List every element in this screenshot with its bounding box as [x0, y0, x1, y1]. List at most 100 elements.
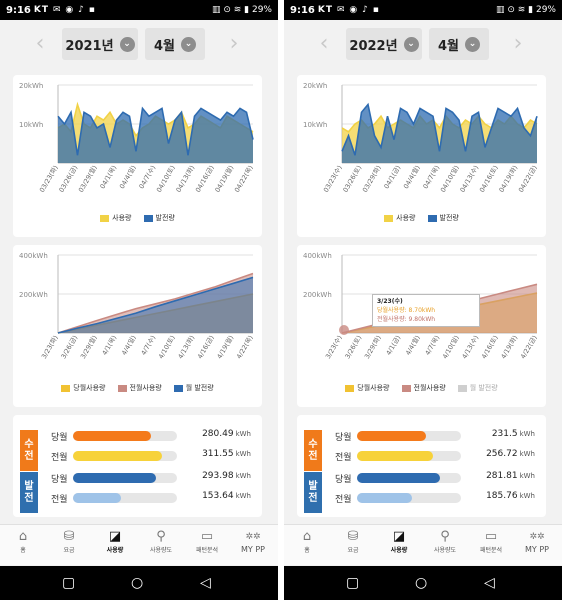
progress-fill	[357, 451, 433, 461]
cumulative-chart-legend: 당월사용량 전월사용량 월 발전량	[297, 383, 546, 393]
tab-home[interactable]: ⌂ 홈	[284, 529, 330, 554]
summary-row: 당월 293.98 kWh	[13, 468, 262, 488]
month-select[interactable]: 4월 ⌄	[429, 28, 489, 60]
tab-label: 패턴분석	[195, 547, 219, 554]
value-unit: kWh	[519, 430, 535, 438]
home-icon: ⌂	[302, 529, 312, 544]
phone-screen-2021: 9:16 KT ✉ ◉ ♪ ▪ ▥ ⊙ ≋ ▮ 29% ‹ 2021년 ⌄ 4월…	[0, 0, 278, 600]
legend-item-generation[interactable]: 월 발전량	[173, 383, 214, 393]
x-tick-label: 4/1(금)	[385, 334, 403, 357]
summary-row: 전월 153.64 kWh	[13, 488, 262, 508]
tab-home[interactable]: ⌂ 홈	[0, 529, 46, 554]
x-tick-label: 4/4(월)	[403, 334, 422, 357]
notification-icons: ✉ ◉ ♪ ▪	[337, 5, 380, 15]
x-tick-label: 4/10(일)	[440, 334, 461, 361]
legend-item-this-month[interactable]: 당월사용량	[61, 383, 106, 393]
prev-period-button[interactable]: ‹	[35, 31, 45, 56]
chevron-down-icon: ⌄	[119, 36, 135, 52]
progress-track	[357, 493, 461, 503]
home-icon: ⌂	[18, 529, 28, 544]
progress-track	[73, 493, 177, 503]
x-tick-label: 4/19(월)	[215, 334, 236, 361]
back-triangle-icon[interactable]: ◁	[200, 575, 211, 591]
chevron-down-icon: ⌄	[465, 36, 480, 52]
battery-status: ▥ ⊙ ≋ ▮ 29%	[496, 5, 556, 15]
legend-item-generation[interactable]: 월 발전량	[457, 383, 498, 393]
x-tick-label: 04/10(토)	[155, 164, 177, 194]
tab-mypp[interactable]: ✲✲ MY PP	[514, 529, 560, 554]
badge-char: 발	[24, 480, 34, 492]
legend-item-last-month[interactable]: 전월사용량	[401, 383, 446, 393]
year-select[interactable]: 2022년 ⌄	[346, 28, 422, 60]
legend-item-this-month[interactable]: 당월사용량	[345, 383, 390, 393]
x-tick-label: 4/22(목)	[235, 334, 255, 360]
tab-usage[interactable]: ◪ 사용량	[376, 529, 422, 554]
next-period-button[interactable]: ›	[229, 31, 239, 56]
series-area	[58, 108, 253, 163]
bottom-tab-bar: ⌂ 홈 ⛁ 요금 ◪ 사용량 ⚲ 사용량도 ▭ 패턴분석 ✲✲ MY PP	[284, 524, 562, 565]
legend-item-usage[interactable]: 사용량	[100, 213, 132, 223]
value-unit: kWh	[235, 472, 251, 480]
legend-item-last-month[interactable]: 전월사용량	[117, 383, 162, 393]
badge-char: 전	[308, 450, 318, 462]
value-number: 311.55	[202, 449, 234, 459]
x-tick-label: 4/7(목)	[424, 334, 442, 357]
x-tick-label: 4/1(목)	[101, 334, 119, 357]
home-circle-icon[interactable]: ○	[415, 575, 428, 591]
recent-apps-icon[interactable]: ▢	[346, 575, 360, 591]
series-line	[341, 102, 538, 156]
value-number: 185.76	[486, 491, 518, 501]
value-unit: kWh	[519, 450, 535, 458]
y-tick-label: 200kWh	[303, 291, 332, 299]
legend-label: 당월사용량	[73, 384, 106, 392]
cumulative-chart-card: 400kWh 200kWh 3/23(수) 3/26(토) 3/29(화) 4/1(금) 4…	[297, 245, 546, 407]
row-label: 당월	[335, 433, 352, 443]
progress-fill	[73, 473, 157, 483]
daily-usage-chart-card: 20kWh 10kWh 03/23(화) 03/26(금) 03/29(월) 04/1(목…	[13, 75, 262, 237]
x-tick-label: 04/7(수)	[137, 164, 157, 190]
tab-plant[interactable]: ⚲ 사용량도	[138, 529, 184, 554]
x-tick-label: 03/26(금)	[57, 164, 79, 194]
x-tick-label: 03/23(수)	[322, 164, 344, 194]
prev-period-button[interactable]: ‹	[319, 31, 329, 56]
x-tick-label: 4/16(금)	[196, 334, 216, 360]
tab-billing[interactable]: ⛁ 요금	[46, 529, 92, 554]
value-unit: kWh	[519, 492, 535, 500]
cumulative-chart-card: 400kWh 200kWh 3/23(화) 3/26(금) 3/29(월) 4/1(목) 4…	[13, 245, 262, 407]
value-number: 281.81	[486, 471, 518, 481]
back-triangle-icon[interactable]: ◁	[484, 575, 495, 591]
month-select[interactable]: 4월 ⌄	[145, 28, 205, 60]
year-value: 2022년	[349, 38, 398, 54]
x-tick-label: 04/16(토)	[478, 164, 500, 194]
next-period-button[interactable]: ›	[513, 31, 523, 56]
row-label: 전월	[51, 495, 68, 505]
legend-item-generation[interactable]: 발전량	[143, 213, 175, 223]
phone-screen-2022: 9:16 KT ✉ ◉ ♪ ▪ ▥ ⊙ ≋ ▮ 29% ‹ 2022년 ⌄ 4월…	[284, 0, 562, 600]
x-tick-label: 04/19(화)	[497, 164, 519, 194]
tab-billing[interactable]: ⛁ 요금	[330, 529, 376, 554]
tab-pattern[interactable]: ▭ 패턴분석	[184, 529, 230, 554]
plant-icon: ⚲	[156, 529, 166, 544]
status-bar: 9:16 KT ✉ ◉ ♪ ▪ ▥ ⊙ ≋ ▮ 29%	[284, 0, 562, 20]
x-tick-label: 4/19(화)	[499, 334, 519, 360]
bottom-tab-bar: ⌂ 홈 ⛁ 요금 ◪ 사용량 ⚲ 사용량도 ▭ 패턴분석 ✲✲ MY PP	[0, 524, 278, 565]
x-tick-label: 04/19(월)	[213, 164, 236, 194]
tab-usage[interactable]: ◪ 사용량	[92, 529, 138, 554]
tab-mypp[interactable]: ✲✲ MY PP	[230, 529, 276, 554]
progress-fill	[357, 431, 426, 441]
recent-apps-icon[interactable]: ▢	[62, 575, 76, 591]
year-select[interactable]: 2021년 ⌄	[62, 28, 138, 60]
home-circle-icon[interactable]: ○	[131, 575, 144, 591]
tab-label: 사용량도	[149, 547, 173, 554]
value-unit: kWh	[235, 450, 251, 458]
legend-item-usage[interactable]: 사용량	[384, 213, 416, 223]
legend-item-generation[interactable]: 발전량	[427, 213, 459, 223]
x-tick-label: 03/29(화)	[361, 164, 383, 194]
tab-plant[interactable]: ⚲ 사용량도	[422, 529, 468, 554]
progress-track	[357, 451, 461, 461]
row-label: 전월	[51, 453, 68, 463]
row-label: 전월	[335, 453, 352, 463]
tab-pattern[interactable]: ▭ 패턴분석	[468, 529, 514, 554]
